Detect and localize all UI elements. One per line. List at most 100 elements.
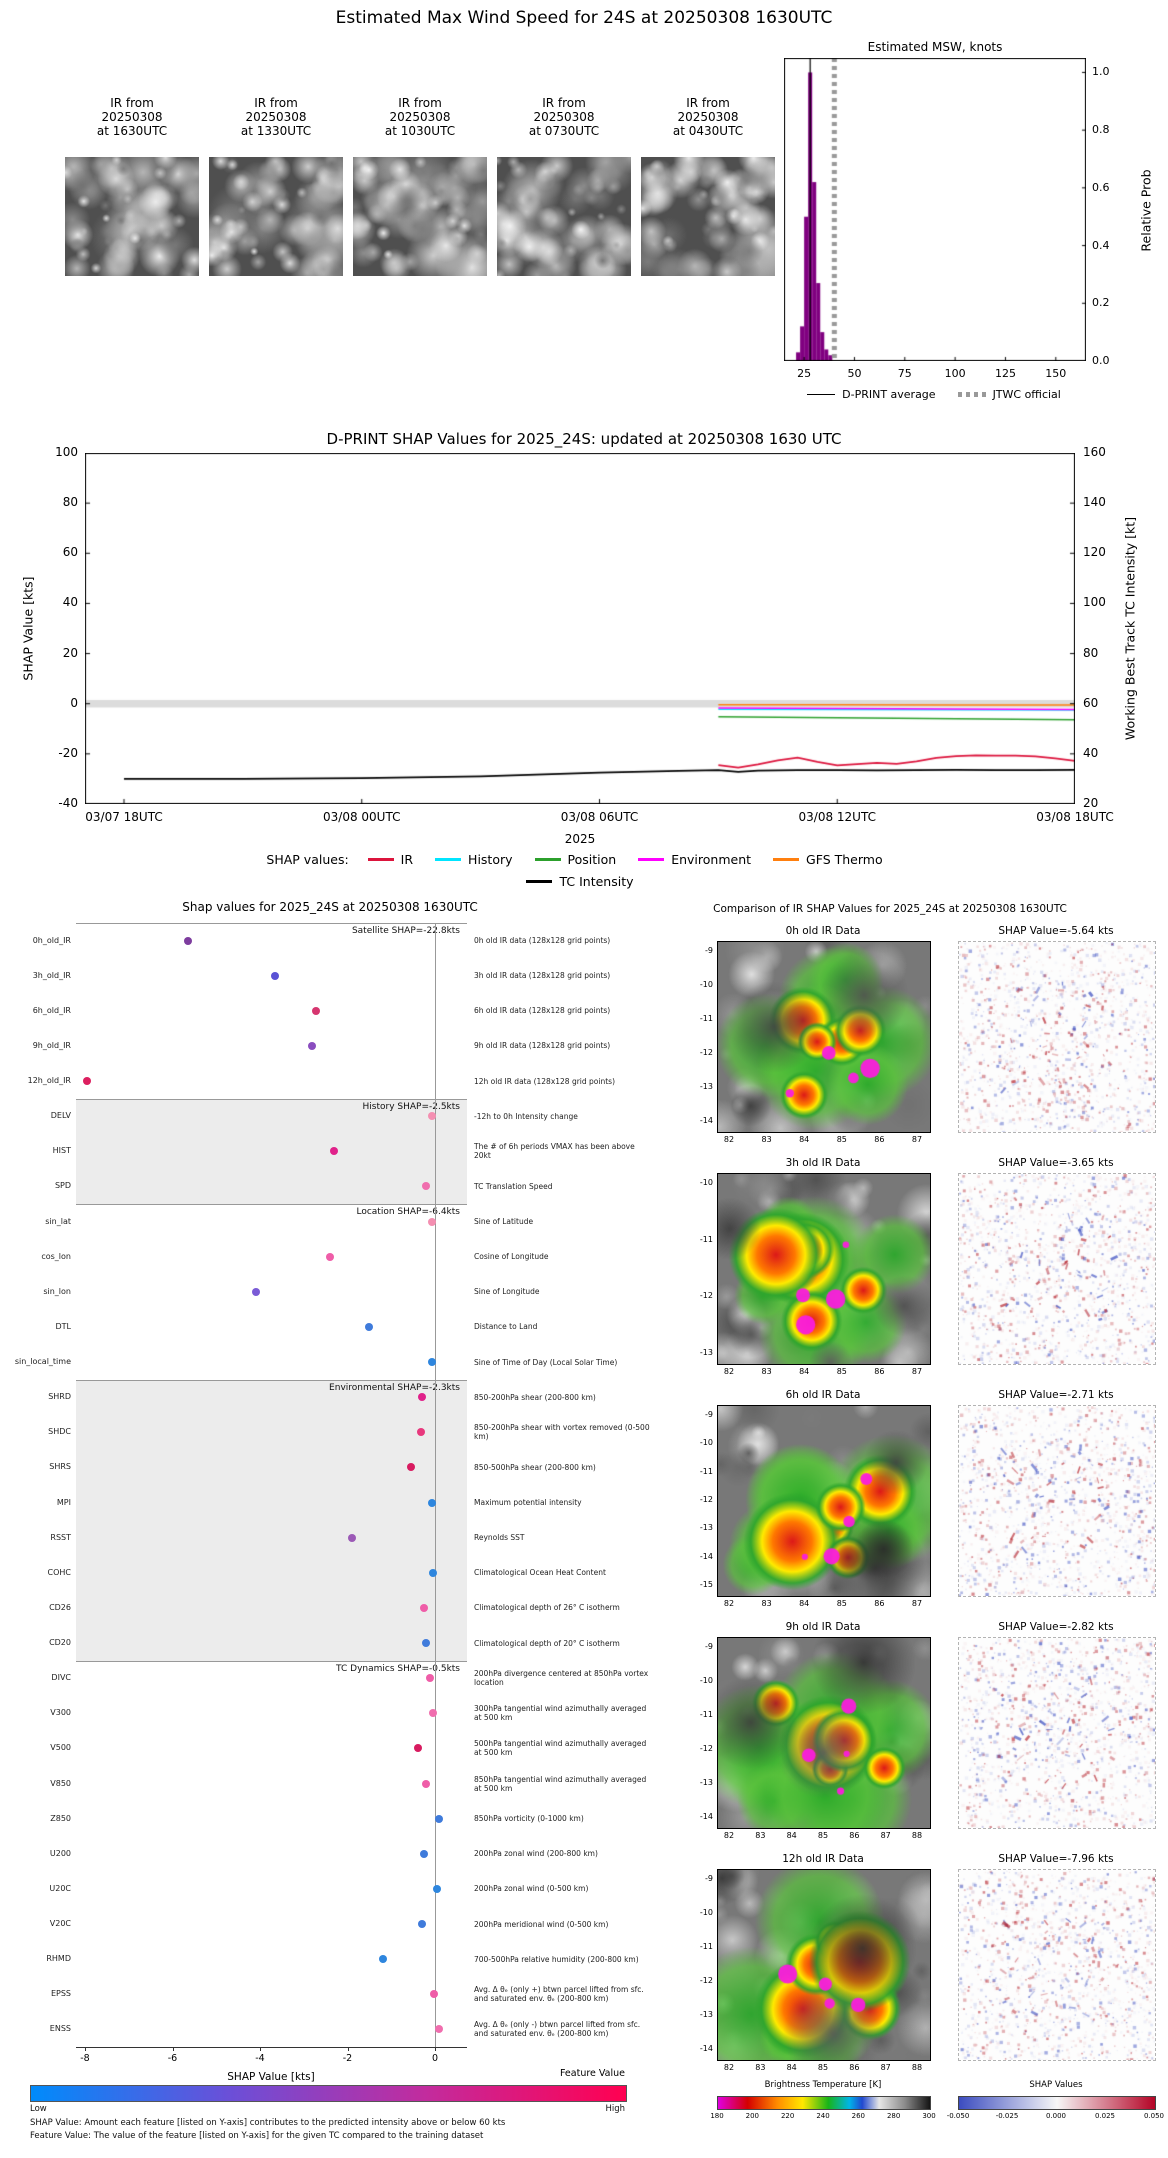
feature-shap-dot [406, 1463, 415, 1472]
feature-description-text: 6h old IR data (128x128 grid points) [474, 1006, 611, 1016]
feature-label: SHRD [48, 1392, 71, 1402]
bt-colorbar [717, 2096, 931, 2110]
ir-thumb-label: IR from 20250308 at 0430UTC [672, 96, 744, 138]
lat-tick-label: -11 [699, 1942, 713, 1951]
lat-tick-label: -12 [699, 1291, 713, 1301]
feature-description: 3h old IR data (128x128 grid points) [474, 958, 652, 993]
lat-tick-label: -12 [699, 1495, 713, 1504]
histogram-title: Estimated MSW, knots [867, 40, 1003, 54]
timeseries-legend-item: Position [534, 852, 616, 867]
histogram-ytick-label: 0.6 [1092, 180, 1110, 194]
lon-tick-label: 83 [755, 2063, 766, 2072]
feature-label: RSST [50, 1532, 71, 1542]
histogram-xtick-label: 50 [847, 367, 862, 380]
feature-shap-dot [425, 1674, 434, 1683]
feature-shap-dot [428, 1217, 437, 1226]
lat-tick-label: -10 [699, 1908, 713, 1917]
feature-description-text: 700-500hPa relative humidity (200-800 km… [474, 1954, 639, 1964]
feature-description: 200hPa divergence centered at 850hPa vor… [474, 1661, 652, 1696]
lon-tick-label: 82 [723, 1367, 735, 1376]
ir-map-title: 3h old IR Data [785, 1157, 861, 1169]
feature-shap-dot [435, 2025, 444, 2034]
bt-colorbar-tick: 300 [922, 2112, 936, 2120]
feature-description-text: 9h old IR data (128x128 grid points) [474, 1041, 611, 1051]
feature-description: 9h old IR data (128x128 grid points) [474, 1028, 652, 1063]
ir-map-canvas [717, 1637, 931, 1829]
lon-tick-label: 83 [761, 1599, 772, 1608]
feature-label: V300 [50, 1708, 71, 1718]
timeseries-ytick-left: 80 [62, 495, 78, 510]
dotplot-xtick-mark [260, 2047, 261, 2051]
timeseries-ylabel-left: SHAP Value [kts] [20, 576, 36, 681]
feature-label: 12h_old_IR [27, 1076, 71, 1086]
feature-label: V850 [50, 1778, 71, 1788]
ir-map-canvas [717, 1869, 931, 2061]
feature-shap-dot [307, 1041, 316, 1050]
feature-shap-dot [251, 1287, 260, 1296]
feature-description: -12h to 0h Intensity change [474, 1099, 652, 1134]
lat-tick-label: -12 [699, 1744, 713, 1753]
feature-description-text: Avg. Δ θₑ (only -) btwn parcel lifted fr… [474, 2020, 641, 2039]
timeseries-ytick-right: 60 [1083, 695, 1099, 710]
ir-map-title: 12h old IR Data [782, 1853, 864, 1865]
lat-tick-label: -10 [699, 1676, 713, 1685]
feature-shap-dot [417, 1920, 426, 1929]
line-swatch [638, 858, 665, 861]
shap-map-canvas [958, 1173, 1156, 1365]
dotplot-xtick-label: -6 [167, 2053, 178, 2064]
lon-tick-label: 84 [786, 1831, 797, 1840]
lon-tick-label: 88 [911, 1831, 923, 1840]
feature-description-text: Maximum potential intensity [474, 1498, 582, 1508]
dotplot-x-axis [76, 2047, 467, 2048]
feature-description-text: 850hPa tangential wind azimuthally avera… [474, 1774, 647, 1793]
feature-shap-dot [271, 971, 280, 980]
shap-map-title: SHAP Value=-7.96 kts [998, 1853, 1114, 1865]
feature-description: 200hPa meridional wind (0-500 km) [474, 1907, 652, 1942]
timeseries-ytick-left: 100 [55, 445, 78, 459]
lat-tick-label: -13 [699, 1778, 713, 1787]
ir-thumb-label: IR from 20250308 at 0730UTC [528, 96, 600, 138]
lat-tick-label: -14 [699, 1551, 713, 1561]
feature-description-text: 12h old IR data (128x128 grid points) [474, 1076, 615, 1086]
histogram-legend-item: D-PRINT average [807, 388, 936, 401]
shap-colorbar-label: SHAP Values [1029, 2080, 1083, 2090]
feature-value-low: Low [30, 2104, 47, 2114]
feature-description: 850hPa tangential wind azimuthally avera… [474, 1766, 652, 1801]
lat-tick-label: -14 [699, 1812, 713, 1821]
histogram-legend: D-PRINT average JTWC official [704, 388, 1164, 401]
feature-description: Cosine of Longitude [474, 1239, 652, 1274]
line-swatch [367, 858, 394, 861]
feature-description: Avg. Δ θₑ (only +) btwn parcel lifted fr… [474, 1977, 652, 2012]
dotplot-xtick-label: -4 [255, 2053, 265, 2064]
timeseries-legend-row: SHAP values: IR History Position Environment… [85, 852, 1075, 867]
feature-label: DIVC [51, 1673, 71, 1683]
feature-label: Z850 [50, 1813, 71, 1823]
feature-shap-dot [427, 1112, 436, 1121]
lon-tick-label: 82 [723, 2063, 735, 2072]
timeseries-legend-item: History [435, 852, 513, 867]
feature-description-text: Climatological depth of 26° C isotherm [474, 1603, 620, 1613]
shap-colorbar-tick: 0.025 [1094, 2112, 1116, 2120]
lat-tick-label: -13 [699, 1523, 713, 1533]
lon-tick-label: 82 [723, 1831, 735, 1840]
feature-description: Reynolds SST [474, 1520, 652, 1555]
histogram-xtick-label: 75 [897, 367, 912, 380]
histogram-ytick-label: 0.4 [1092, 238, 1110, 252]
feature-shap-dot [428, 1498, 437, 1507]
feature-label: COHC [47, 1567, 71, 1577]
feature-shap-dot [326, 1252, 334, 1261]
feature-label: CD20 [49, 1638, 71, 1648]
timeseries-legend-label: TC Intensity [559, 874, 634, 889]
bt-colorbar-tick: 260 [851, 2112, 866, 2120]
lat-tick-label: -9 [705, 1874, 713, 1883]
ir-thumb-label: IR from 20250308 at 1330UTC [240, 96, 312, 138]
feature-description-text: Avg. Δ θₑ (only +) btwn parcel lifted fr… [474, 1985, 644, 2004]
feature-label: U200 [49, 1848, 71, 1858]
lat-tick-label: -12 [699, 1048, 713, 1057]
timeseries-legend: SHAP values: IR History Position Environment… [85, 852, 1075, 889]
timeseries-legend-item: Environment [638, 852, 751, 867]
timeseries-ytick-left: -20 [58, 745, 78, 760]
feature-description: 6h old IR data (128x128 grid points) [474, 993, 652, 1028]
feature-label: 0h_old_IR [32, 935, 71, 945]
feature-description: 850-200hPa shear (200-800 km) [474, 1380, 652, 1415]
